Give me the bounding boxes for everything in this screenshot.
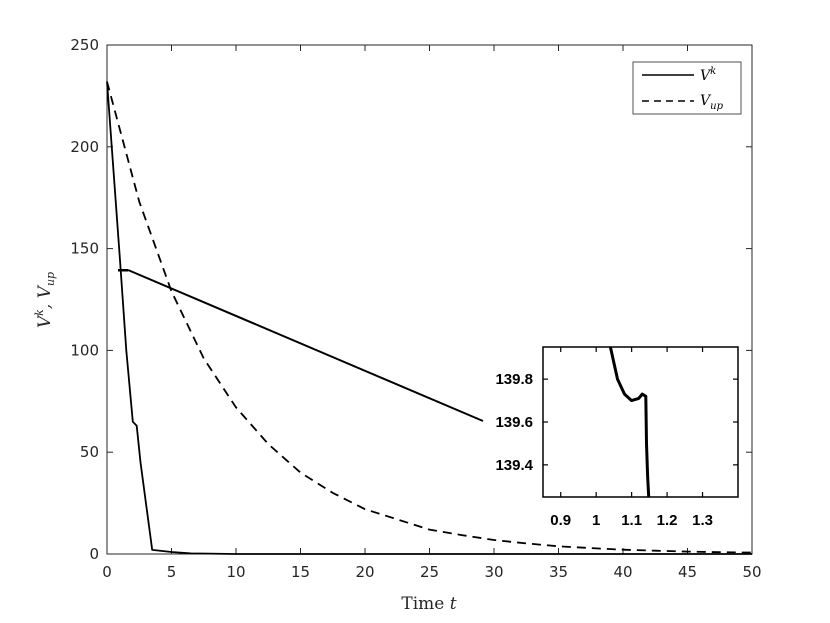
y-tick-label: 50 xyxy=(80,443,99,461)
y-axis-label-sub: up xyxy=(44,272,57,286)
x-tick-label: 15 xyxy=(291,563,310,581)
x-tick-label: 25 xyxy=(420,563,439,581)
x-axis-label: Time t xyxy=(401,594,456,614)
x-tick-label: 50 xyxy=(742,563,761,581)
x-tick-label: 0 xyxy=(102,563,112,581)
legend-label-vup-sub: up xyxy=(710,101,723,112)
y-tick-label: 0 xyxy=(89,545,99,563)
inset-y-tick-label: 139.4 xyxy=(495,457,533,474)
main-plot: 0 5 10 15 20 25 30 35 40 45 50 0 50 100 150 200 250 xyxy=(70,36,761,581)
series-line-vup xyxy=(106,81,753,554)
y-tick-label: 250 xyxy=(70,36,99,54)
x-tick-label: 5 xyxy=(167,563,177,581)
main-series xyxy=(106,81,753,555)
x-tick-label: 40 xyxy=(613,563,632,581)
zoom-region-marker xyxy=(118,269,128,272)
y-tick-label: 100 xyxy=(70,341,99,359)
y-axis-label-sep: , V xyxy=(35,284,55,309)
zoom-marker xyxy=(118,269,484,422)
inset-plot: 0.9 1 1.1 1.2 1.3 139.4 139.6 139.8 xyxy=(495,346,739,529)
y-axis-label: Vk, Vup xyxy=(33,272,57,328)
x-tick-label: 35 xyxy=(549,563,568,581)
inset-x-tick-label: 0.9 xyxy=(550,512,571,529)
inset-plot-area xyxy=(542,346,739,498)
x-tick-label: 30 xyxy=(484,563,503,581)
legend-label-vup: Vup xyxy=(700,93,724,112)
inset-y-tick-label: 139.8 xyxy=(495,371,533,388)
y-axis-label-v: V xyxy=(35,314,55,328)
inset-series xyxy=(608,346,651,498)
x-axis-label-var: t xyxy=(450,594,457,614)
legend-label-vk-base: V xyxy=(700,68,712,84)
legend: Vk Vup xyxy=(632,61,742,115)
y-axis-label-sup: k xyxy=(33,309,46,316)
y-tick-label: 200 xyxy=(70,138,99,156)
zoom-connector-line xyxy=(127,269,484,422)
x-tick-label: 10 xyxy=(226,563,245,581)
x-tick-label: 20 xyxy=(355,563,374,581)
inset-x-tick-label: 1 xyxy=(592,512,600,529)
inset-x-tick-label: 1.3 xyxy=(692,512,713,529)
series-line-vk xyxy=(106,81,752,555)
x-axis-label-text: Time xyxy=(401,594,449,614)
inset-y-tick-label: 139.6 xyxy=(495,414,533,431)
y-tick-label: 150 xyxy=(70,240,99,258)
inset-series-line xyxy=(608,346,651,498)
legend-box xyxy=(632,61,742,115)
inset-x-tick-label: 1.1 xyxy=(621,512,642,529)
main-ticks: 0 5 10 15 20 25 30 35 40 45 50 0 50 100 150 200 250 xyxy=(70,36,761,581)
x-tick-label: 45 xyxy=(678,563,697,581)
inset-x-tick-label: 1.2 xyxy=(657,512,678,529)
inset-ticks: 0.9 1 1.1 1.2 1.3 139.4 139.6 139.8 xyxy=(495,347,738,529)
legend-label-vk: Vk xyxy=(700,66,716,84)
legend-label-vup-base: V xyxy=(700,93,712,109)
legend-label-vk-sup: k xyxy=(710,66,716,77)
